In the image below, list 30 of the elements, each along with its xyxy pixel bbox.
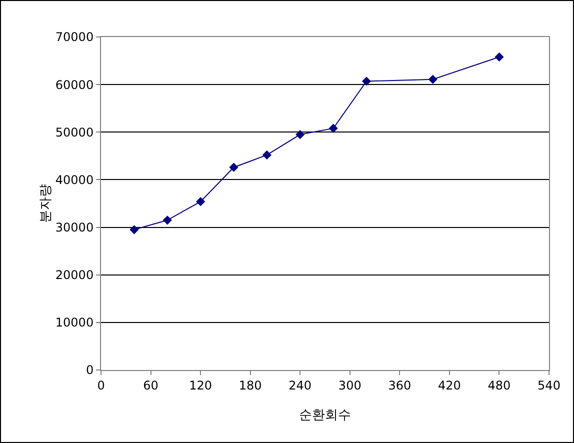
y-tick-label: 40000	[55, 172, 94, 187]
point	[296, 130, 305, 140]
y-axis-title: 분자량	[38, 184, 54, 223]
x-tick-label: 0	[97, 378, 105, 392]
x-tick-label: 540	[538, 378, 560, 392]
y-tick-label: 0	[86, 363, 94, 378]
y-tick-label: 50000	[55, 125, 94, 140]
x-tick-label: 120	[189, 378, 212, 392]
point	[196, 197, 206, 206]
point	[162, 216, 172, 225]
x-tick-label: 60	[143, 378, 158, 392]
point	[262, 150, 272, 160]
point	[130, 225, 139, 234]
x-axis-title: 순환회수	[299, 408, 351, 423]
y-tick-label: 10000	[55, 316, 94, 330]
x-tick-label: 180	[238, 378, 262, 392]
y-tick-label: 20000	[55, 268, 94, 282]
y-tick-label: 30000	[55, 220, 94, 234]
point	[328, 124, 338, 133]
y-tick-label: 60000	[55, 78, 94, 92]
x-tick-label: 300	[338, 378, 362, 392]
x-tick-label: 420	[438, 378, 461, 392]
point	[362, 76, 372, 86]
x-tick-label: 360	[388, 378, 412, 392]
x-tick-label: 480	[488, 378, 511, 392]
point	[494, 52, 504, 62]
x-tick-label: 240	[288, 378, 312, 392]
point	[428, 74, 438, 84]
y-tick-label: 70000	[55, 30, 94, 44]
point	[229, 162, 238, 172]
